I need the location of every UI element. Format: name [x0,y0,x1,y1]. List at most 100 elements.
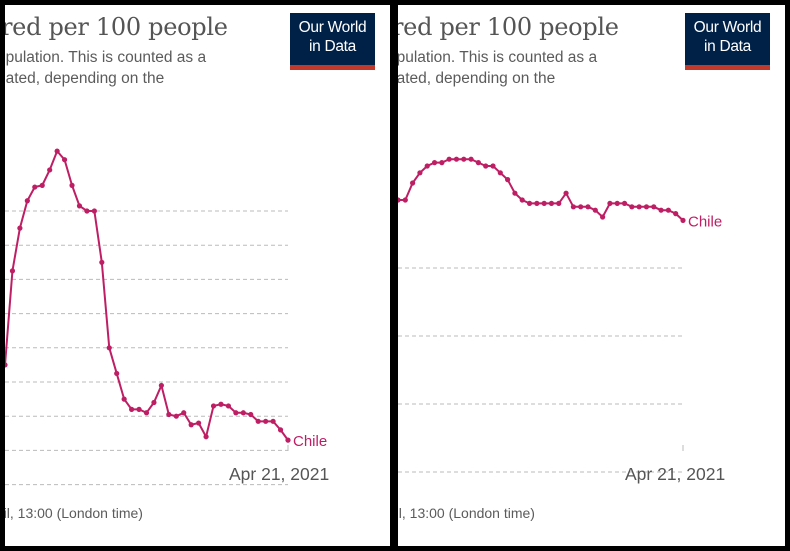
data-point [563,190,569,196]
x-axis-end-label: Apr 21, 2021 [625,464,726,484]
data-point [475,160,481,166]
logo-line-2: in Data [308,38,356,55]
data-point [665,207,671,213]
data-point [32,184,38,190]
data-point [54,148,60,154]
data-point [431,160,438,166]
data-point [505,177,511,183]
x-axis-end-label: Apr 21, 2021 [229,464,330,484]
data-point [490,163,496,169]
data-point [643,204,650,210]
data-point [548,200,555,206]
subtitle-line-2: nated, depending on the [5,70,165,87]
data-point [263,418,269,424]
data-point [17,225,23,231]
series-label-chile: Chile [688,213,722,230]
data-point [196,420,202,426]
subtitle-line-1: opulation. This is counted as a [5,49,207,66]
data-point [24,198,30,204]
data-point [225,403,232,409]
data-point [402,197,408,203]
subtitle-line-2: nated, depending on the [398,70,556,87]
data-point [673,211,679,217]
data-point [248,411,254,418]
data-point [181,410,187,416]
data-point [270,418,276,424]
data-point [629,204,635,210]
data-point [417,170,423,176]
data-point [84,208,90,214]
data-point [121,396,127,402]
data-point [541,200,547,206]
data-point [461,156,467,162]
subtitle-line-1: opulation. This is counted as a [398,49,598,66]
data-point [136,406,142,412]
data-point [607,200,613,206]
data-point [69,182,75,188]
data-point [483,163,489,169]
logo-line-1: Our World [693,19,762,36]
source-footer: ril, 13:00 (London time) [398,505,535,521]
data-point [129,406,135,412]
data-point [61,157,68,163]
data-point [285,437,291,443]
chart-title: red per 100 people [5,13,228,41]
data-point [5,362,8,368]
series-line-chile [5,149,289,441]
data-point [570,204,576,210]
data-point [39,182,45,188]
data-point [446,156,452,162]
data-point [398,197,401,203]
data-point [519,197,525,203]
data-point [585,204,591,210]
data-point [468,156,474,162]
data-point [592,207,598,213]
data-point [9,268,16,274]
data-point [277,427,284,433]
data-point [114,370,120,377]
data-point [210,403,217,409]
data-point [91,208,97,214]
data-point [143,410,150,416]
chart-panel-right: red per 100 people opulation. This is co… [398,5,785,546]
data-point [188,422,194,428]
line-chart-left: Chile [5,148,327,486]
chart-title: red per 100 people [398,13,619,41]
data-point [203,434,209,440]
data-point [453,156,460,162]
logo-line-2: in Data [703,38,751,55]
data-point [636,204,642,210]
series-label-chile: Chile [293,433,327,450]
data-point [240,410,246,416]
source-footer: ril, 13:00 (London time) [5,505,143,521]
data-point [658,207,664,213]
data-point [76,203,83,209]
data-point [680,217,686,223]
data-point [614,200,620,206]
data-point [158,382,164,389]
data-point [99,259,105,265]
data-point [151,399,157,406]
data-point [512,190,518,196]
line-chart-right: Chile [398,156,722,473]
data-point [526,200,533,206]
data-point [410,180,416,186]
chart-subtitle: opulation. This is counted as a nated, d… [5,47,206,89]
data-point [578,204,584,210]
series-line-chile [398,158,684,222]
logo-line-1: Our World [298,19,367,36]
data-point [166,411,172,418]
data-point [218,401,224,407]
chart-panel-left: red per 100 people opulation. This is co… [5,5,390,546]
data-point [173,413,179,419]
data-point [556,200,562,206]
data-point [497,170,503,176]
data-point [106,345,112,351]
data-point [424,163,430,169]
owid-logo[interactable]: Our World in Data [685,13,770,70]
data-point [439,160,445,166]
data-point [651,204,657,210]
owid-logo[interactable]: Our World in Data [290,13,375,70]
data-point [255,418,261,424]
data-point [621,200,628,206]
